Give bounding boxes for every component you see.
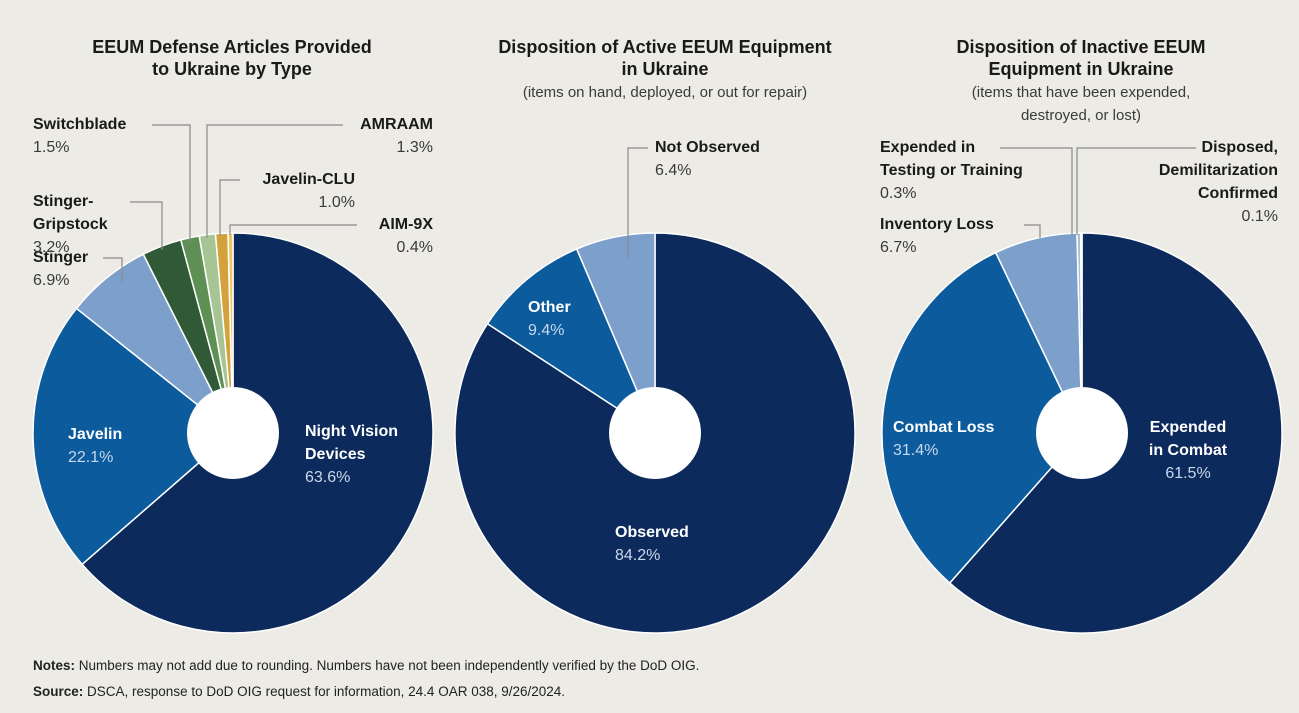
chart-title: Disposition of Active EEUM Equipment in … — [498, 37, 832, 79]
slice-label: Switchblade 1.5% — [33, 113, 153, 159]
notes-text: Numbers may not add due to rounding. Num… — [78, 658, 700, 673]
slice-value: 1.3% — [396, 139, 433, 156]
leader-line — [206, 124, 343, 238]
pie-hole — [609, 387, 701, 479]
leader-line — [1076, 147, 1196, 235]
slice-value: 63.6% — [305, 469, 351, 486]
slice-name: Expended in Combat — [1148, 419, 1228, 459]
slice-value: 1.0% — [318, 194, 355, 211]
leader-line — [1024, 224, 1041, 238]
slice-name: Stinger- Gripstock — [33, 193, 108, 233]
slice-label: AIM-9X 0.4% — [343, 213, 433, 259]
slice-label: Not Observed 6.4% — [655, 136, 795, 182]
leader-line — [103, 257, 123, 282]
chart-title: Disposition of Inactive EEUM Equipment i… — [956, 37, 1206, 79]
pie-hole — [1036, 387, 1128, 479]
slice-name: Inventory Loss — [880, 216, 994, 233]
slice-label: Javelin-CLU 1.0% — [235, 168, 355, 214]
slice-value: 31.4% — [893, 442, 939, 459]
slice-label: Expended in Testing or Training 0.3% — [880, 136, 1070, 205]
slice-name: Not Observed — [655, 139, 760, 156]
chart-subtitle: (items on hand, deployed, or out for rep… — [522, 84, 808, 101]
slice-value: 1.5% — [33, 139, 70, 156]
leader-line — [219, 179, 240, 236]
leader-line — [229, 224, 357, 235]
slice-name: Switchblade — [33, 116, 127, 133]
pie-slice — [32, 307, 235, 566]
slice-label: Stinger 6.9% — [33, 246, 133, 292]
slice-name: Javelin-CLU — [262, 171, 355, 188]
slice-label: Observed 84.2% — [615, 521, 735, 567]
slice-value: 9.4% — [528, 322, 565, 339]
slice-value: 0.3% — [880, 185, 917, 202]
slice-name: Night Vision Devices — [305, 423, 399, 463]
pie-slice — [486, 247, 657, 435]
slice-name: Disposed, Demilitarization Confirmed — [1158, 139, 1278, 202]
leader-line — [130, 201, 163, 250]
slice-label: Other 9.4% — [528, 296, 608, 342]
slice-label: Inventory Loss 6.7% — [880, 213, 1020, 259]
leader-line — [1000, 147, 1073, 235]
slice-name: AMRAAM — [360, 116, 433, 133]
slice-name: AIM-9X — [378, 216, 433, 233]
slice-label: Expended in Combat 61.5% — [1123, 416, 1253, 485]
slice-label: Javelin 22.1% — [68, 423, 168, 469]
leader-line — [627, 147, 648, 258]
notes-label: Notes: — [33, 658, 76, 673]
slice-name: Javelin — [68, 426, 123, 443]
slice-value: 6.9% — [33, 272, 70, 289]
slice-label: Combat Loss 31.4% — [893, 416, 1023, 462]
notes: Notes: Numbers may not add due to roundi… — [33, 658, 699, 673]
slice-label: Night Vision Devices 63.6% — [305, 420, 445, 489]
slice-name: Observed — [615, 524, 689, 541]
leader-line — [152, 124, 191, 242]
slice-value: 22.1% — [68, 449, 114, 466]
slice-value: 6.4% — [655, 162, 692, 179]
source: Source: DSCA, response to DoD OIG reques… — [33, 684, 565, 699]
slice-value: 0.4% — [396, 239, 433, 256]
slice-value: 61.5% — [1165, 465, 1211, 482]
pie-slice — [1079, 232, 1083, 434]
slice-name: Stinger — [33, 249, 89, 266]
slice-value: 3.2% — [33, 239, 70, 256]
slice-value: 6.7% — [880, 239, 917, 256]
pie-slice — [454, 232, 856, 634]
chart-subtitle: (items that have been expended, destroye… — [971, 84, 1191, 124]
slice-label: AMRAAM 1.3% — [333, 113, 433, 159]
pie-slice — [881, 251, 1083, 585]
slice-label: Stinger- Gripstock 3.2% — [33, 190, 143, 259]
slice-name: Expended in Testing or Training — [880, 139, 1023, 179]
chart-title: EEUM Defense Articles Provided to Ukrain… — [92, 37, 372, 79]
pie-hole — [187, 387, 279, 479]
slice-name: Other — [528, 299, 571, 316]
source-text: DSCA, response to DoD OIG request for in… — [87, 684, 566, 699]
source-label: Source: — [33, 684, 84, 699]
slice-label: Disposed, Demilitarization Confirmed 0.1% — [1078, 136, 1278, 228]
slice-value: 0.1% — [1241, 208, 1278, 225]
pie-slice — [575, 232, 656, 434]
slice-value: 84.2% — [615, 547, 661, 564]
slice-name: Combat Loss — [893, 419, 995, 436]
